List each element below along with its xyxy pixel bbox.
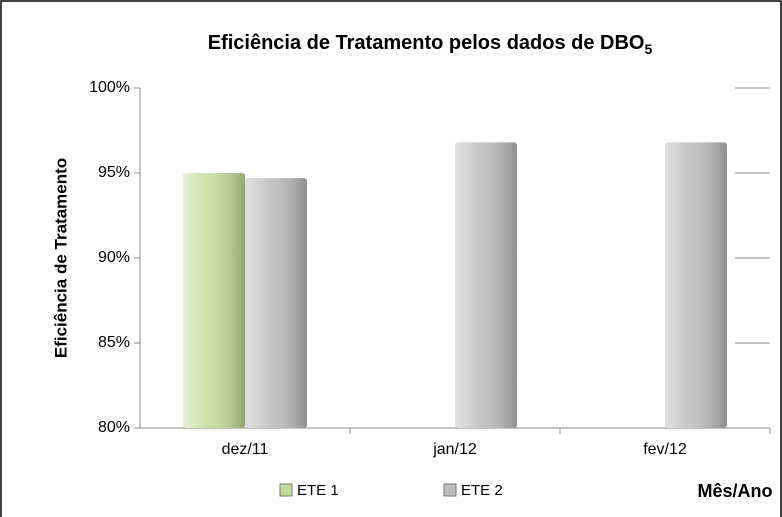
legend-label: ETE 2: [461, 482, 503, 499]
title-subscript: 5: [644, 41, 652, 57]
legend-swatch: [443, 483, 457, 497]
y-tick-label: 95%: [98, 164, 130, 181]
chart-title: Eficiência de Tratamento pelos dados de …: [208, 32, 653, 56]
y-tick-label: 100%: [89, 79, 130, 96]
bar-shade: [455, 142, 517, 428]
bar-shade: [183, 173, 245, 428]
title-main: Eficiência de Tratamento pelos dados de …: [208, 32, 645, 54]
x-tick-label: fev/12: [643, 441, 687, 458]
y-axis-label: Eficiência de Tratamento: [51, 158, 70, 358]
legend-swatch: [279, 483, 293, 497]
x-tick-label: dez/11: [222, 441, 269, 458]
x-axis-label: Mês/Ano: [697, 481, 772, 501]
y-tick-label: 80%: [98, 419, 130, 436]
x-tick-label: jan/12: [432, 441, 477, 458]
y-tick-label: 90%: [98, 249, 130, 266]
bar-shade: [245, 178, 307, 428]
bar-shade: [665, 142, 727, 428]
legend-label: ETE 1: [297, 482, 339, 499]
y-tick-label: 85%: [98, 334, 130, 351]
